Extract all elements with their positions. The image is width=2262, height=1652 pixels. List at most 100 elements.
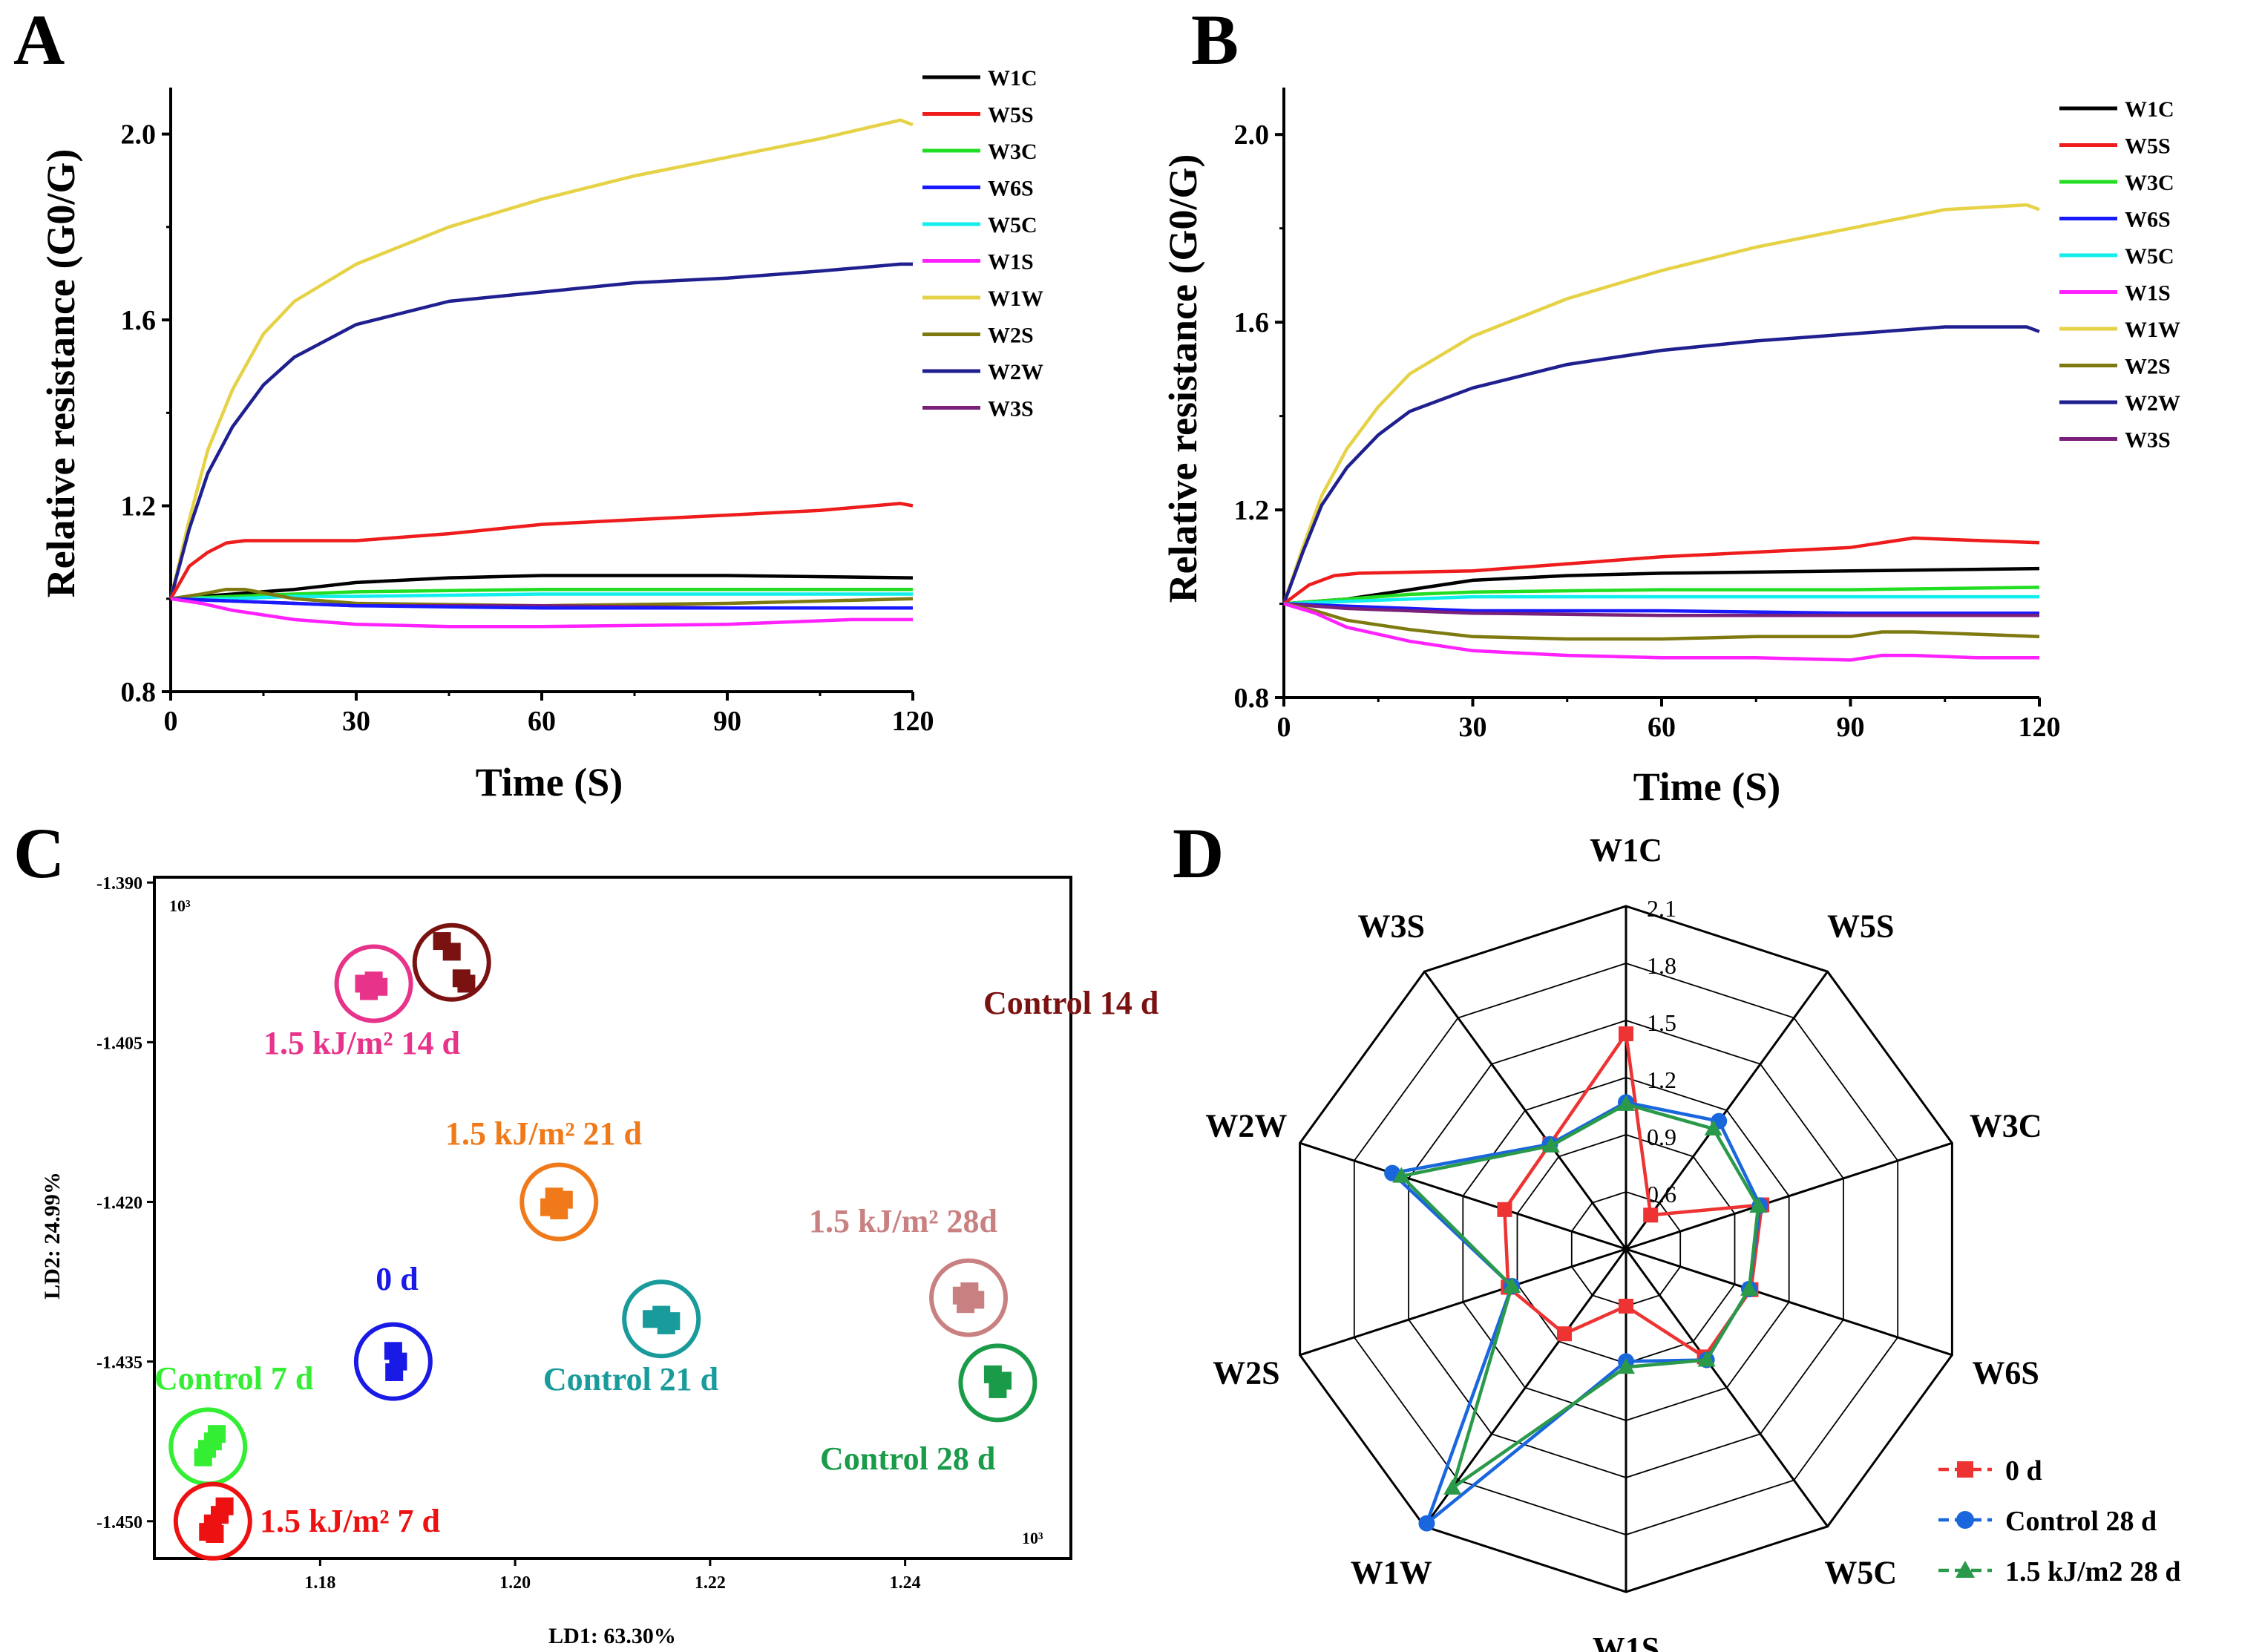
panel-b-series-line-w2s <box>1283 602 2040 641</box>
panel-c-y-tick-label: -1.450 <box>96 1513 142 1533</box>
panel-c-data-point <box>206 1525 224 1544</box>
panel-c-data-point <box>989 1380 1007 1398</box>
panel-c-data-point <box>385 1363 404 1381</box>
panel-d-axis-label-w1s: W1S <box>1593 1630 1659 1652</box>
panel-d-radial-tick-label: 0.9 <box>1647 1124 1676 1150</box>
panel-d-legend-marker <box>1956 1511 1974 1529</box>
panel-a-legend-label-w1w: W1W <box>988 286 1043 311</box>
panel-a-series-line-w2w <box>168 262 913 600</box>
panel-b-series-line-w5s <box>1282 536 2040 606</box>
panel-b-x-axis-title: Time (S) <box>1633 764 1781 809</box>
panel-d-axis-label-w5s: W5S <box>1827 908 1894 945</box>
panel-d-legend-marker <box>1956 1561 1975 1578</box>
panel-d-axis-label-w5c: W5C <box>1824 1554 1897 1590</box>
panel-c-cluster-label: Control 14 d <box>983 985 1158 1021</box>
panel-c-cluster-ring <box>412 922 491 1002</box>
panel-d-spoke <box>1423 1248 1627 1527</box>
panel-a-series-line-w2s <box>170 587 914 608</box>
panel-c-data-point <box>197 1440 216 1458</box>
panel-c-x-tick-label: 1.24 <box>890 1573 921 1593</box>
panel-b-x-tick-label: 30 <box>1459 712 1487 743</box>
panel-d-spoke <box>1423 971 1627 1250</box>
panel-b: B 0 30 60 90 120 0.8 1.2 1.6 2.0 W1C W5S W3C W6S W5C W… <box>1161 0 2180 809</box>
panel-b-legend-label-w1s: W1S <box>2125 281 2171 306</box>
panel-c-x-tick-label: 1.22 <box>695 1573 726 1593</box>
panel-b-y-tick-label: 1.2 <box>1234 495 1270 526</box>
panel-b-series-line-w5c <box>1283 594 2039 606</box>
panel-b-y-tick-label: 0.8 <box>1234 683 1270 714</box>
panel-d-axis-label-w1w: W1W <box>1351 1554 1432 1590</box>
panel-a-legend-label-w1s: W1S <box>988 250 1034 275</box>
panel-d-marker-triangle <box>1749 1197 1768 1213</box>
panel-d-spoke <box>1299 1248 1627 1357</box>
panel-b-legend-label-w1w: W1W <box>2125 318 2180 342</box>
panel-a-x-tick-label: 30 <box>342 706 370 737</box>
panel-b-y-tick-label: 2.0 <box>1234 119 1270 151</box>
panel-a-series-line-w1w <box>168 118 914 600</box>
panel-b-legend-label-w5c: W5C <box>2125 244 2174 269</box>
panel-a-legend-label-w6s: W6S <box>988 177 1034 201</box>
panel-c-cluster-ring <box>929 1258 1009 1337</box>
panel-a-x-tick-label: 90 <box>713 706 741 737</box>
panel-b-series-line-w3c <box>1283 586 2040 606</box>
panel-d-axis-label-w3c: W3C <box>1970 1108 2042 1144</box>
panel-d-marker-triangle <box>1617 1095 1635 1111</box>
panel-c-cluster-label: 1.5 kJ/m² 7 d <box>260 1503 440 1539</box>
panel-c-cluster-ring <box>958 1343 1037 1423</box>
panel-d-marker-square <box>1619 1026 1633 1041</box>
panel-a-x-tick-label: 0 <box>164 706 178 737</box>
panel-c-y-tick-label: -1.390 <box>96 874 142 894</box>
panel-a-legend-label-w5c: W5C <box>988 213 1037 237</box>
panel-c-cluster-label: Control 21 d <box>543 1361 718 1397</box>
panel-c-data-point <box>657 1316 675 1334</box>
panel-c-cluster-label: 1.5 kJ/m² 28d <box>809 1203 997 1239</box>
panel-a-legend-label-w3c: W3C <box>988 140 1037 164</box>
panel-d-legend-label: Control 28 d <box>2005 1506 2157 1537</box>
panel-a-plot-area: 0 30 60 90 120 0.8 1.2 1.6 2.0 W1C W5S W3C W6S W5C W1S… <box>121 66 1044 737</box>
panel-c-y-tick-label: -1.405 <box>96 1034 142 1053</box>
panel-d-axis-label-w6s: W6S <box>1972 1354 2039 1391</box>
panel-b-legend-label-w5s: W5S <box>2125 134 2171 159</box>
panel-b-legend-label-w3c: W3C <box>2125 171 2174 195</box>
panel-a-y-tick-label: 2.0 <box>121 119 157 151</box>
panel-b-x-tick-label: 120 <box>2019 712 2061 743</box>
panel-c-data-point <box>457 974 476 993</box>
panel-c-cluster-label: 1.5 kJ/m² 21 d <box>445 1115 642 1152</box>
panel-d-marker-triangle <box>1392 1167 1411 1183</box>
panel-c-cluster-ring <box>622 1279 701 1359</box>
panel-d-letter: D <box>1173 813 1224 893</box>
panel-b-series-line-w2w <box>1282 325 2040 605</box>
panel-b-legend-label-w3s: W3S <box>2125 428 2171 453</box>
panel-b-legend-label-w2w: W2W <box>2125 391 2180 416</box>
panel-c-y-exponent: 10³ <box>169 897 191 915</box>
panel-a-y-tick-label: 1.6 <box>121 305 157 336</box>
panel-a-y-tick-label: 1.2 <box>121 491 157 522</box>
panel-a-series-line-w6s <box>170 597 913 610</box>
panel-d-legend-label: 1.5 kJ/m2 28 d <box>2005 1556 2180 1587</box>
panel-a-series-line-w5c <box>171 592 913 601</box>
panel-d-marker-triangle <box>1617 1358 1635 1374</box>
panel-c-x-tick-label: 1.18 <box>304 1573 335 1593</box>
panel-b-series-line-w3s <box>1283 602 2039 617</box>
panel-a-series-line-w1s <box>170 597 913 629</box>
panel-a-y-tick-label: 0.8 <box>121 677 157 708</box>
panel-b-series-line-w1w <box>1282 203 2040 605</box>
panel-c-letter: C <box>13 813 65 893</box>
panel-c-y-tick-label: -1.420 <box>96 1193 142 1213</box>
panel-d-spoke <box>1625 1248 1953 1357</box>
panel-b-series-line-w1s <box>1283 602 2039 662</box>
panel-d-legend-label: 0 d <box>2005 1455 2042 1487</box>
panel-c-frame <box>153 876 1072 1560</box>
panel-b-series-line-w6s <box>1283 602 2039 615</box>
panel-a-x-axis-title: Time (S) <box>476 760 623 804</box>
panel-c-cluster-ring <box>353 1322 433 1401</box>
panel-a: A 0 30 60 90 120 0.8 1.2 1.6 2.0 W1C W5S W3C W6S W5C W… <box>13 0 1043 804</box>
panel-c-data-point <box>957 1295 975 1314</box>
panel-b-y-tick-label: 1.6 <box>1234 307 1270 338</box>
panel-c-cluster-label: 0 d <box>376 1261 418 1297</box>
panel-d-radial-tick-label: 1.2 <box>1647 1066 1676 1093</box>
panel-b-letter: B <box>1191 0 1239 79</box>
panel-d-axis-label-w1c: W1C <box>1590 832 1662 868</box>
